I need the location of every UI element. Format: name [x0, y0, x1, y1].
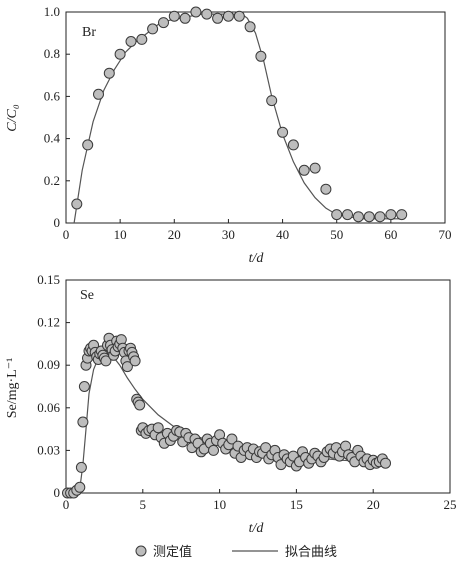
- br-data-point: [179, 12, 191, 24]
- br-data-point: [190, 6, 202, 18]
- br-data-point: [385, 209, 397, 221]
- legend: 测定值 拟合曲线: [135, 544, 337, 560]
- br-data-point: [244, 21, 256, 33]
- se-data-point: [380, 457, 391, 469]
- br-data-point: [222, 10, 234, 22]
- br-fitted-curve: [73, 13, 402, 224]
- br-x-tick-label: 70: [439, 227, 452, 242]
- se-measured-points: [62, 332, 391, 499]
- br-data-point: [287, 139, 299, 151]
- br-data-point: [309, 162, 321, 174]
- br-data-point: [201, 8, 213, 20]
- br-data-point: [352, 211, 364, 223]
- br-x-tick-label: 30: [222, 227, 235, 242]
- br-data-point: [212, 12, 224, 24]
- br-data-point: [396, 209, 408, 221]
- br-data-point: [93, 88, 104, 100]
- legend-line-label: 拟合曲线: [285, 545, 337, 560]
- br-panel: Br t/d C/C₀ 0 10 20 30 40 50 60 70 0 0.2 0.4 0.6 0.8…: [5, 4, 452, 266]
- br-panel-label: Br: [82, 25, 96, 40]
- se-data-point: [226, 433, 238, 445]
- se-data-point: [74, 481, 86, 493]
- se-x-tick-label: 20: [367, 497, 380, 512]
- br-x-tick-label: 20: [168, 227, 181, 242]
- se-x-axis-title: t/d: [249, 521, 265, 536]
- br-x-tick-label: 0: [63, 227, 70, 242]
- br-data-point: [136, 33, 148, 45]
- br-data-point: [147, 23, 159, 35]
- br-y-tick-label: 0.6: [44, 88, 61, 103]
- br-y-tick-label: 0: [54, 215, 61, 230]
- br-data-point: [277, 126, 289, 138]
- br-data-point: [82, 139, 94, 151]
- se-y-tick-label: 0.15: [37, 272, 60, 287]
- se-y-tick-label: 0.12: [37, 315, 60, 330]
- br-data-point: [158, 17, 169, 29]
- se-x-tick-label: 15: [290, 497, 303, 512]
- br-x-tick-label: 60: [384, 227, 397, 242]
- br-data-point: [363, 211, 375, 223]
- se-fitted-curve: [66, 353, 389, 494]
- se-y-tick-label: 0.03: [37, 442, 60, 457]
- br-x-tick-label: 40: [276, 227, 289, 242]
- se-data-point: [208, 444, 219, 456]
- se-data-point: [121, 361, 133, 373]
- br-data-point: [374, 211, 386, 223]
- se-y-tick-label: 0.06: [37, 400, 60, 415]
- br-y-tick-label: 0.2: [44, 173, 60, 188]
- se-data-point: [77, 416, 89, 428]
- se-y-tick-label: 0: [54, 485, 61, 500]
- legend-marker-label: 测定值: [153, 544, 192, 560]
- br-data-point: [114, 48, 126, 60]
- br-y-tick-label: 0.8: [44, 46, 60, 61]
- se-y-tick-label: 0.09: [37, 357, 60, 372]
- br-y-axis-title: C/C₀: [5, 104, 20, 132]
- br-ticks: 0 10 20 30 40 50 60 70 0 0.2 0.4 0.6 0.8 1.0: [44, 4, 452, 242]
- br-measured-points: [71, 6, 408, 223]
- br-y-tick-label: 1.0: [44, 4, 60, 19]
- se-ticks: 0 5 10 15 20 25 0 0.03 0.06 0.09 0.12 0.15: [37, 272, 456, 512]
- se-x-tick-label: 25: [444, 497, 457, 512]
- se-plot-frame: [65, 279, 451, 494]
- br-data-point: [255, 50, 267, 62]
- se-panel-label: Se: [80, 288, 94, 303]
- se-data-point: [152, 422, 164, 434]
- br-data-point: [233, 10, 245, 22]
- se-data-point: [78, 381, 90, 392]
- se-x-tick-label: 0: [63, 497, 70, 512]
- se-data-point: [75, 461, 87, 473]
- br-data-point: [298, 164, 310, 176]
- br-x-axis-title: t/d: [249, 251, 265, 266]
- se-x-tick-label: 5: [140, 497, 147, 512]
- se-data-point: [100, 355, 112, 367]
- br-x-tick-label: 50: [330, 227, 343, 242]
- se-y-axis-title: Se/mg·L⁻¹: [5, 358, 20, 419]
- br-data-point: [168, 10, 180, 22]
- br-data-point: [342, 209, 353, 221]
- br-x-tick-label: 10: [114, 227, 127, 242]
- br-y-tick-label: 0.4: [44, 131, 61, 146]
- br-data-point: [266, 95, 278, 107]
- se-data-point: [129, 355, 141, 367]
- br-data-point: [71, 198, 83, 210]
- br-data-point: [331, 209, 343, 221]
- legend-marker-icon: [135, 545, 147, 557]
- br-data-point: [320, 183, 332, 195]
- se-data-point: [134, 399, 146, 411]
- br-data-point: [125, 36, 137, 47]
- br-data-point: [103, 67, 115, 79]
- se-panel: Se t/d Se/mg·L⁻¹ 0 5 10 15 20 25 0 0.03 0.06 0.09…: [5, 272, 457, 536]
- br-plot-frame: [65, 11, 446, 224]
- se-x-tick-label: 10: [213, 497, 226, 512]
